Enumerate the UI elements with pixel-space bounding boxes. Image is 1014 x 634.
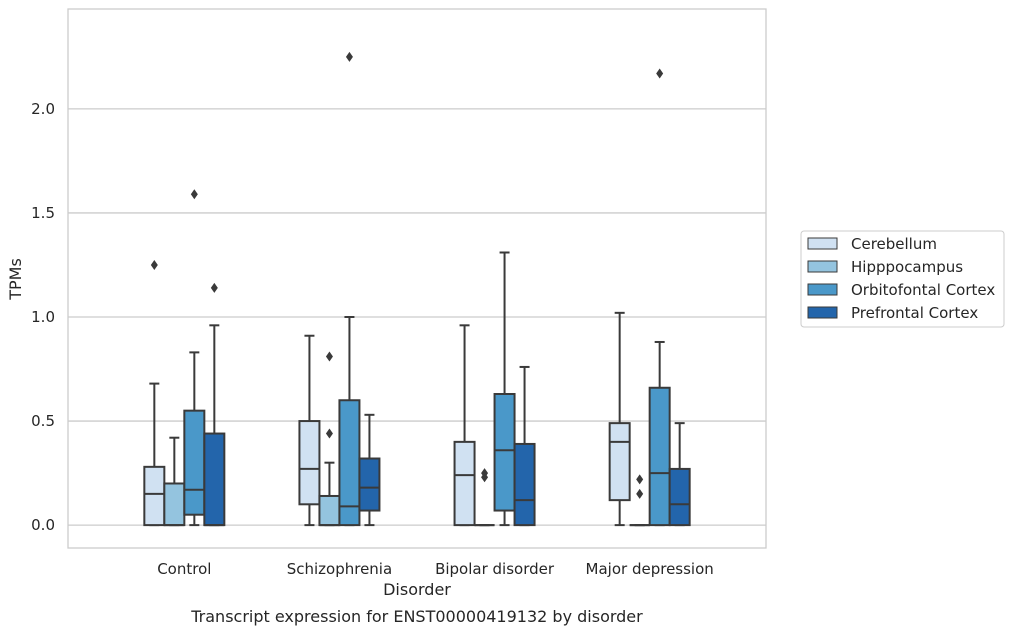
legend-label: Hipppocampus	[851, 258, 963, 276]
outlier-point	[210, 282, 218, 293]
box-iqr	[163, 482, 186, 527]
legend-swatch	[807, 306, 838, 319]
box-hipppocampus	[318, 351, 341, 527]
legend-swatch	[807, 260, 838, 273]
legend-label: Prefrontal Cortex	[851, 304, 978, 322]
box-iqr	[453, 440, 476, 527]
y-tick-label: 0.0	[31, 516, 55, 534]
box-iqr	[318, 494, 341, 527]
box-prefrontal-cortex	[203, 282, 226, 527]
outlier-point	[636, 488, 644, 499]
box-iqr	[608, 422, 631, 502]
plot-frame	[67, 8, 767, 549]
box-iqr	[183, 409, 206, 516]
y-tick-label: 2.0	[31, 100, 55, 118]
box-iqr	[648, 386, 671, 527]
legend-swatch	[807, 283, 838, 296]
box-hipppocampus	[629, 474, 650, 527]
legend-label: Cerebellum	[851, 235, 937, 253]
x-tick-label: Bipolar disorder	[435, 560, 555, 578]
outlier-point	[325, 428, 333, 439]
outlier-point	[190, 189, 198, 200]
legend-label: Orbitofontal Cortex	[851, 281, 995, 299]
outlier-point	[656, 68, 664, 79]
outlier-point	[325, 351, 333, 362]
x-axis-title: Disorder	[383, 580, 451, 599]
box-orbitofontal-cortex	[183, 189, 206, 527]
y-tick-label: 1.5	[31, 204, 55, 222]
box-iqr	[143, 465, 166, 527]
box-iqr	[358, 457, 381, 512]
box-hipppocampus	[163, 436, 186, 527]
outlier-point	[636, 474, 644, 485]
legend-frame	[800, 230, 1005, 328]
box-iqr	[668, 467, 691, 527]
legend: Cerebellum Hipppocampus Orbitofontal Corte…	[800, 230, 1005, 328]
box-cerebellum	[143, 259, 166, 527]
y-tick-label: 0.5	[31, 412, 55, 430]
box-hipppocampus	[474, 468, 495, 527]
x-tick-label: Control	[157, 560, 211, 578]
box-orbitofontal-cortex	[338, 51, 361, 527]
box-groups	[143, 51, 691, 527]
x-tick-label: Schizophrenia	[287, 560, 392, 578]
box-iqr	[203, 432, 226, 527]
box-iqr	[298, 420, 321, 506]
x-tick-labels: Control Schizophrenia Bipolar disorder Majo…	[157, 560, 714, 578]
outlier-point	[481, 468, 489, 479]
box-orbitofontal-cortex	[648, 68, 671, 527]
outlier-point	[345, 51, 353, 62]
x-tick-label: Major depression	[586, 560, 714, 578]
chart-caption: Transcript expression for ENST0000041913…	[190, 607, 643, 626]
y-tick-labels: 0.0 0.5 1.0 1.5 2.0	[31, 100, 55, 534]
box-cerebellum	[453, 324, 476, 527]
box-iqr	[513, 442, 536, 527]
box-orbitofontal-cortex	[493, 251, 516, 527]
y-tick-label: 1.0	[31, 308, 55, 326]
legend-swatch	[807, 237, 838, 250]
box-iqr	[493, 393, 516, 512]
box-cerebellum	[608, 311, 631, 527]
box-prefrontal-cortex	[513, 365, 536, 527]
box-prefrontal-cortex	[668, 422, 691, 527]
box-prefrontal-cortex	[358, 413, 381, 527]
outlier-point	[150, 259, 158, 270]
y-axis-title: TPMs	[6, 258, 25, 301]
box-cerebellum	[298, 334, 321, 527]
